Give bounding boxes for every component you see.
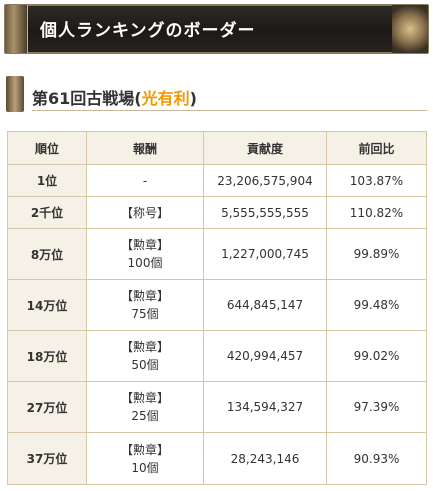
section-title: 第61回古戦場(光有利) [32, 85, 197, 109]
table-row: 2千位 【称号】 5,555,555,555 110.82% [7, 196, 427, 229]
reward-cell: - [86, 164, 204, 197]
ratio-cell: 99.02% [326, 330, 427, 382]
reward-cell: 【勲章】 50個 [86, 330, 204, 382]
reward-name: - [142, 173, 148, 188]
ratio-cell: 110.82% [326, 196, 427, 229]
heading-underline [32, 110, 427, 111]
table-row: 8万位 【勲章】 100個 1,227,000,745 99.89% [7, 228, 427, 280]
section-title-suffix: ) [189, 89, 197, 108]
ratio-cell: 90.93% [326, 432, 427, 485]
ratio-cell: 99.89% [326, 228, 427, 280]
reward-quantity: 10個 [131, 460, 159, 475]
reward-name: 【勲章】 [120, 289, 169, 303]
header-ratio: 前回比 [326, 131, 427, 165]
rank-cell: 27万位 [7, 381, 87, 433]
reward-quantity: 75個 [131, 307, 159, 321]
table-header-row: 順位 報酬 貢献度 前回比 [7, 131, 427, 165]
contribution-cell: 1,227,000,745 [203, 228, 327, 280]
heading-ornament [6, 76, 24, 112]
ratio-cell: 99.48% [326, 279, 427, 331]
rank-cell: 14万位 [7, 279, 87, 331]
page-header-banner: 個人ランキングのボーダー [4, 4, 429, 54]
reward-cell: 【勲章】 25個 [86, 381, 204, 433]
table-row: 18万位 【勲章】 50個 420,994,457 99.02% [7, 330, 427, 382]
header-reward: 報酬 [86, 131, 204, 165]
ratio-cell: 97.39% [326, 381, 427, 433]
table-row: 14万位 【勲章】 75個 644,845,147 99.48% [7, 279, 427, 331]
table-row: 37万位 【勲章】 10個 28,243,146 90.93% [7, 432, 427, 485]
banner-crest-ornament [392, 5, 428, 53]
reward-cell: 【勲章】 75個 [86, 279, 204, 331]
reward-name: 【称号】 [120, 205, 169, 220]
reward-name: 【勲章】 [120, 442, 169, 457]
header-contribution: 貢献度 [203, 131, 327, 165]
contribution-cell: 644,845,147 [203, 279, 327, 331]
reward-name: 【勲章】 [120, 391, 169, 405]
reward-cell: 【勲章】 100個 [86, 228, 204, 280]
reward-quantity: 100個 [127, 256, 163, 270]
reward-quantity: 25個 [131, 409, 159, 423]
reward-cell: 【称号】 [86, 196, 204, 229]
reward-name: 【勲章】 [120, 340, 169, 354]
section-title-prefix: 第61回古戦場( [32, 89, 142, 108]
section-title-highlight: 光有利 [141, 89, 190, 108]
header-rank: 順位 [7, 131, 87, 165]
reward-cell: 【勲章】 10個 [86, 432, 204, 485]
contribution-cell: 134,594,327 [203, 381, 327, 433]
rank-cell: 18万位 [7, 330, 87, 382]
reward-quantity: 50個 [131, 358, 159, 372]
section-heading: 第61回古戦場(光有利) [6, 76, 427, 112]
contribution-cell: 420,994,457 [203, 330, 327, 382]
contribution-cell: 23,206,575,904 [203, 164, 327, 197]
page-title: 個人ランキングのボーダー [40, 21, 256, 41]
rank-cell: 37万位 [7, 432, 87, 485]
table-row: 1位 - 23,206,575,904 103.87% [7, 164, 427, 197]
reward-name: 【勲章】 [120, 238, 169, 252]
table-row: 27万位 【勲章】 25個 134,594,327 97.39% [7, 381, 427, 433]
ranking-border-table: 順位 報酬 貢献度 前回比 1位 -23,206,575,904 103.87% 2千… [7, 131, 427, 485]
rank-cell: 2千位 [7, 196, 87, 229]
banner-left-ornament [5, 5, 28, 53]
contribution-cell: 28,243,146 [203, 432, 327, 485]
rank-cell: 8万位 [7, 228, 87, 280]
rank-cell: 1位 [7, 164, 87, 197]
ratio-cell: 103.87% [326, 164, 427, 197]
contribution-cell: 5,555,555,555 [203, 196, 327, 229]
